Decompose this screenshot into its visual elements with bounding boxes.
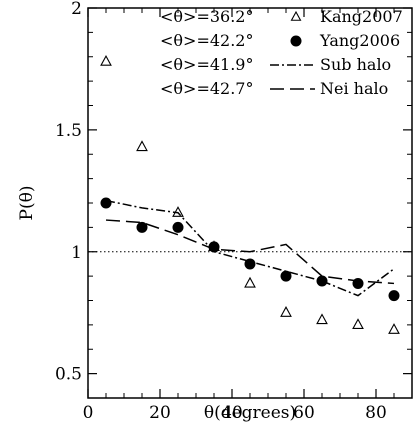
data-point-triangle [136, 140, 148, 152]
legend-label: Nei halo [320, 79, 388, 98]
series-line [105, 219, 395, 285]
data-point-triangle [316, 313, 328, 325]
series-line [105, 199, 395, 297]
legend-label: Kang2007 [320, 7, 403, 26]
data-point-circle [388, 290, 400, 302]
legend-annotation: <θ>=42.7° [160, 79, 253, 98]
y-tick-label: 1 [71, 243, 82, 263]
data-point-circle [172, 221, 184, 233]
y-tick-label: 0.5 [55, 365, 82, 385]
data-point-circle [100, 197, 112, 209]
data-point-triangle [388, 323, 400, 334]
data-point-triangle [352, 318, 364, 329]
data-point-triangle [244, 276, 256, 288]
data-point-triangle [100, 54, 112, 66]
legend-annotation: <θ>=36.2° [160, 7, 253, 26]
legend-label: Yang2006 [319, 31, 400, 50]
legend-marker-triangle [290, 10, 302, 21]
legend-annotation: <θ>=41.9° [160, 55, 253, 74]
y-axis-label: P(θ) [17, 186, 37, 221]
x-tick-label: 80 [365, 403, 387, 422]
legend-marker-circle [290, 35, 302, 47]
x-tick-label: 0 [83, 403, 94, 422]
series-layer [100, 54, 400, 334]
x-tick-label: 60 [293, 403, 315, 422]
data-point-circle [280, 270, 292, 282]
ticks-layer: 0 20 40 60 80 0.5 1 1.5 2 [55, 0, 413, 422]
legend-annotation: <θ>=42.2° [160, 31, 253, 50]
x-tick-label: 20 [149, 403, 171, 422]
x-tick-label: 40 [221, 403, 243, 422]
data-point-circle [136, 221, 148, 233]
y-tick-label: 2 [71, 0, 82, 19]
legend-label: Sub halo [320, 55, 391, 74]
data-point-triangle [280, 306, 292, 317]
x-axis-label: θ(degrees) [204, 403, 296, 422]
legend: <θ>=36.2° Kang2007 <θ>=42.2° Yang2006 <θ>=41… [160, 7, 403, 98]
y-tick-label: 1.5 [55, 121, 82, 141]
data-point-circle [352, 277, 364, 289]
